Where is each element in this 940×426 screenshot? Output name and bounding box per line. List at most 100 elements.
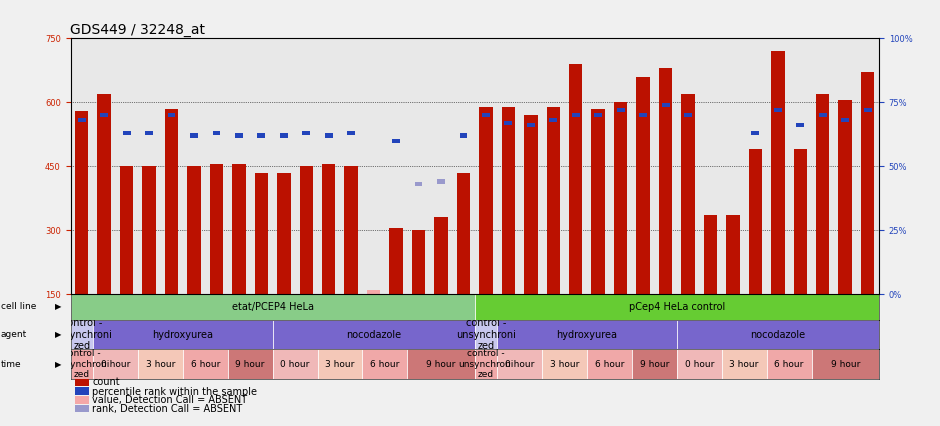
Bar bbox=[819, 113, 826, 117]
Text: 3 hour: 3 hour bbox=[729, 360, 759, 368]
Bar bbox=[407, 349, 475, 379]
Text: 0 hour: 0 hour bbox=[684, 360, 714, 368]
Bar bbox=[841, 118, 849, 122]
Text: percentile rank within the sample: percentile rank within the sample bbox=[92, 386, 258, 397]
Text: 9 hour: 9 hour bbox=[235, 360, 265, 368]
Bar bbox=[210, 164, 223, 294]
Text: ▶: ▶ bbox=[55, 330, 61, 339]
Bar bbox=[542, 349, 587, 379]
Bar bbox=[273, 320, 475, 349]
Bar bbox=[434, 217, 447, 294]
Bar bbox=[838, 100, 852, 294]
Bar bbox=[322, 164, 336, 294]
Text: control -
unsynchroni
zed: control - unsynchroni zed bbox=[54, 349, 109, 379]
Bar bbox=[389, 228, 403, 294]
Text: value, Detection Call = ABSENT: value, Detection Call = ABSENT bbox=[92, 395, 247, 406]
Bar bbox=[70, 349, 93, 379]
Bar bbox=[138, 349, 182, 379]
Bar bbox=[70, 320, 93, 349]
Text: 3 hour: 3 hour bbox=[146, 360, 175, 368]
Bar bbox=[816, 94, 829, 294]
Text: control -
unsynchroni
zed: control - unsynchroni zed bbox=[456, 318, 516, 351]
Bar bbox=[74, 396, 89, 404]
Bar bbox=[546, 106, 560, 294]
Bar bbox=[75, 111, 88, 294]
Text: 9 hour: 9 hour bbox=[831, 360, 860, 368]
Text: time: time bbox=[1, 360, 22, 368]
Bar bbox=[255, 173, 268, 294]
Bar bbox=[722, 349, 767, 379]
Bar bbox=[569, 64, 583, 294]
Bar bbox=[123, 131, 131, 135]
Bar bbox=[187, 166, 201, 294]
Bar bbox=[475, 294, 879, 320]
Bar bbox=[367, 290, 381, 294]
Bar bbox=[164, 109, 179, 294]
Text: 3 hour: 3 hour bbox=[325, 360, 354, 368]
Bar bbox=[505, 121, 512, 125]
Bar bbox=[525, 115, 538, 294]
Bar bbox=[457, 173, 470, 294]
Bar bbox=[101, 113, 108, 117]
Bar bbox=[774, 108, 782, 112]
Bar bbox=[793, 149, 807, 294]
Text: cell line: cell line bbox=[1, 302, 37, 311]
Bar bbox=[190, 133, 198, 138]
Bar bbox=[74, 378, 89, 386]
Text: 6 hour: 6 hour bbox=[775, 360, 804, 368]
Bar bbox=[347, 131, 355, 135]
Bar bbox=[662, 103, 669, 107]
Text: 9 hour: 9 hour bbox=[427, 360, 456, 368]
Bar bbox=[482, 113, 490, 117]
Text: 6 hour: 6 hour bbox=[191, 360, 220, 368]
Bar bbox=[392, 138, 400, 143]
Text: ▶: ▶ bbox=[55, 360, 61, 368]
Bar bbox=[677, 349, 722, 379]
Bar bbox=[363, 349, 407, 379]
Bar bbox=[748, 149, 762, 294]
Bar bbox=[617, 108, 624, 112]
Text: 3 hour: 3 hour bbox=[550, 360, 579, 368]
Bar bbox=[572, 113, 580, 117]
Text: 6 hour: 6 hour bbox=[370, 360, 400, 368]
Bar bbox=[280, 133, 288, 138]
Text: etat/PCEP4 HeLa: etat/PCEP4 HeLa bbox=[231, 302, 314, 312]
Bar bbox=[277, 173, 290, 294]
Bar bbox=[727, 215, 740, 294]
Bar bbox=[549, 118, 557, 122]
Bar bbox=[771, 51, 785, 294]
Bar bbox=[677, 320, 879, 349]
Bar bbox=[682, 94, 695, 294]
Bar bbox=[70, 294, 475, 320]
Bar bbox=[227, 349, 273, 379]
Bar bbox=[182, 349, 227, 379]
Bar bbox=[78, 118, 86, 122]
Bar bbox=[303, 131, 310, 135]
Bar bbox=[594, 113, 603, 117]
Text: 6 hour: 6 hour bbox=[595, 360, 624, 368]
Bar bbox=[639, 113, 647, 117]
Bar bbox=[460, 133, 467, 138]
Text: GDS449 / 32248_at: GDS449 / 32248_at bbox=[70, 23, 206, 37]
Bar bbox=[142, 166, 156, 294]
Bar bbox=[167, 113, 176, 117]
Text: hydroxyurea: hydroxyurea bbox=[556, 329, 618, 340]
Bar bbox=[300, 166, 313, 294]
Bar bbox=[614, 102, 627, 294]
Bar bbox=[587, 349, 632, 379]
Text: ▶: ▶ bbox=[55, 302, 61, 311]
Text: control -
unsynchroni
zed: control - unsynchroni zed bbox=[458, 349, 513, 379]
Text: control -
unsynchroni
zed: control - unsynchroni zed bbox=[52, 318, 112, 351]
Bar bbox=[811, 349, 879, 379]
Bar bbox=[325, 133, 333, 138]
Bar bbox=[659, 68, 672, 294]
Text: hydroxyurea: hydroxyurea bbox=[152, 329, 213, 340]
Bar bbox=[273, 349, 318, 379]
Bar bbox=[502, 106, 515, 294]
Bar bbox=[258, 133, 265, 138]
Text: rank, Detection Call = ABSENT: rank, Detection Call = ABSENT bbox=[92, 404, 243, 414]
Bar bbox=[861, 72, 874, 294]
Text: nocodazole: nocodazole bbox=[750, 329, 806, 340]
Bar bbox=[93, 349, 138, 379]
Bar bbox=[475, 320, 497, 349]
